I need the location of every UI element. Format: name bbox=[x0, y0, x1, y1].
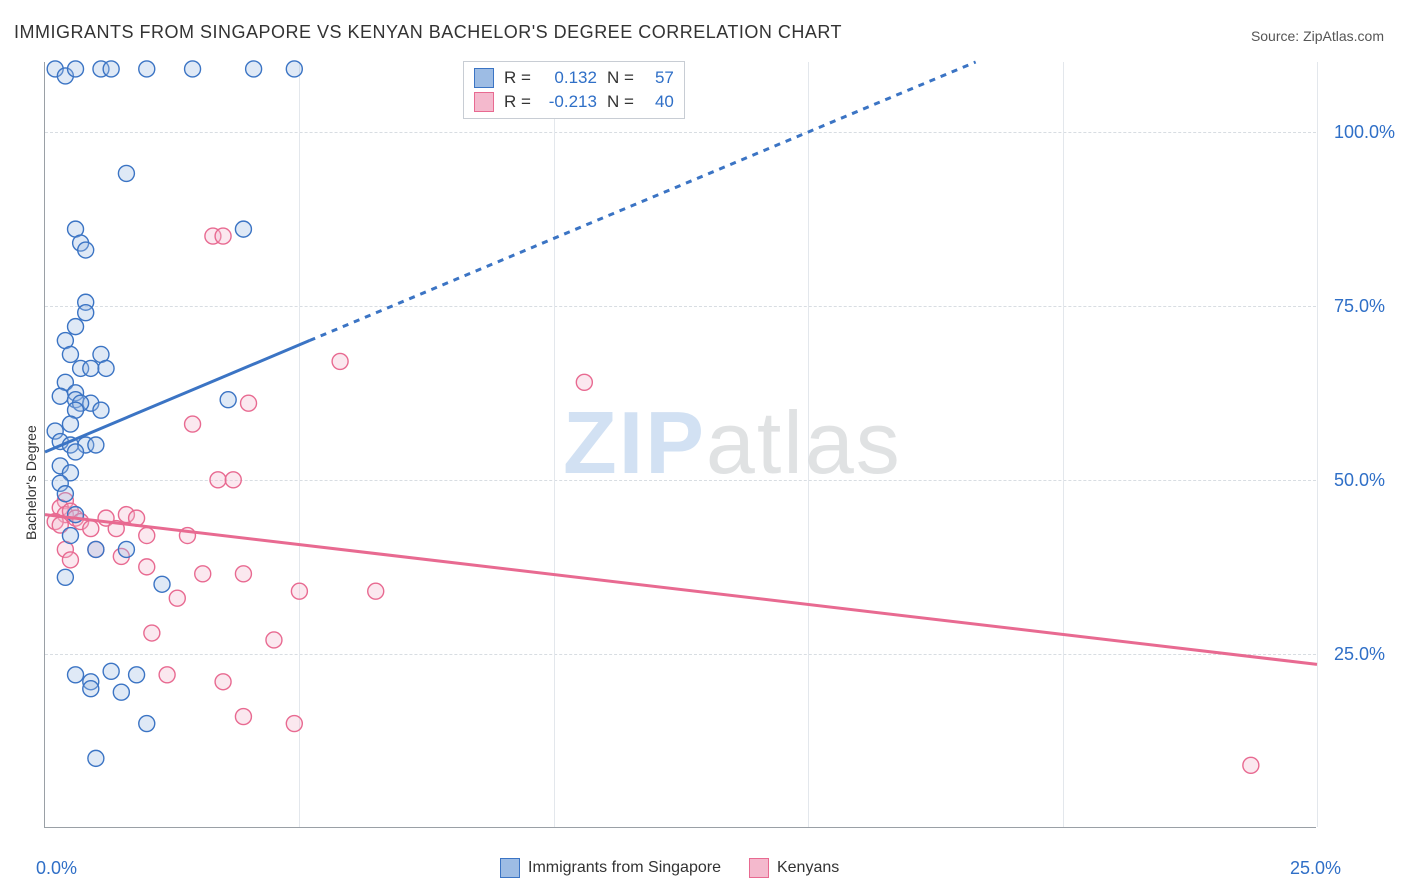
point-blue bbox=[235, 221, 251, 237]
point-blue bbox=[62, 346, 78, 362]
legend-n-label: N = bbox=[607, 66, 634, 90]
point-blue bbox=[57, 486, 73, 502]
y-axis-title: Bachelor's Degree bbox=[23, 425, 39, 540]
trendline-pink bbox=[45, 515, 1317, 665]
point-blue bbox=[103, 663, 119, 679]
x-tick-label: 25.0% bbox=[1290, 858, 1341, 879]
gridline-v bbox=[1317, 62, 1318, 827]
legend-label-pink: Kenyans bbox=[777, 859, 839, 877]
y-tick-label: 75.0% bbox=[1334, 296, 1385, 317]
point-blue bbox=[88, 437, 104, 453]
point-blue bbox=[83, 360, 99, 376]
point-pink bbox=[144, 625, 160, 641]
legend-label-blue: Immigrants from Singapore bbox=[528, 859, 721, 877]
point-pink bbox=[235, 566, 251, 582]
source-link[interactable]: ZipAtlas.com bbox=[1303, 28, 1384, 44]
point-blue bbox=[62, 528, 78, 544]
point-pink bbox=[332, 353, 348, 369]
point-blue bbox=[88, 541, 104, 557]
legend-item-pink: Kenyans bbox=[749, 858, 839, 878]
point-blue bbox=[220, 392, 236, 408]
chart-svg bbox=[45, 62, 1316, 827]
swatch-blue bbox=[474, 68, 494, 88]
legend-row-blue: R = 0.132 N = 57 bbox=[474, 66, 674, 90]
point-blue bbox=[246, 61, 262, 77]
point-blue bbox=[286, 61, 302, 77]
point-blue bbox=[139, 716, 155, 732]
point-blue bbox=[78, 305, 94, 321]
point-pink bbox=[169, 590, 185, 606]
point-pink bbox=[225, 472, 241, 488]
point-blue bbox=[154, 576, 170, 592]
point-pink bbox=[215, 674, 231, 690]
y-tick-label: 50.0% bbox=[1334, 470, 1385, 491]
legend-r-value-blue: 0.132 bbox=[541, 66, 597, 90]
legend-r-label: R = bbox=[504, 66, 531, 90]
swatch-pink bbox=[749, 858, 769, 878]
point-blue bbox=[78, 242, 94, 258]
swatch-pink bbox=[474, 92, 494, 112]
point-blue bbox=[68, 319, 84, 335]
point-pink bbox=[266, 632, 282, 648]
legend-n-label: N = bbox=[607, 90, 634, 114]
legend-r-value-pink: -0.213 bbox=[541, 90, 597, 114]
point-blue bbox=[118, 165, 134, 181]
point-pink bbox=[159, 667, 175, 683]
point-blue bbox=[93, 402, 109, 418]
legend-row-pink: R = -0.213 N = 40 bbox=[474, 90, 674, 114]
point-blue bbox=[139, 61, 155, 77]
point-blue bbox=[113, 684, 129, 700]
point-blue bbox=[118, 541, 134, 557]
point-blue bbox=[88, 750, 104, 766]
legend-n-value-pink: 40 bbox=[644, 90, 674, 114]
legend-item-blue: Immigrants from Singapore bbox=[500, 858, 721, 878]
source-attribution: Source: ZipAtlas.com bbox=[1251, 28, 1384, 44]
point-pink bbox=[62, 552, 78, 568]
point-pink bbox=[368, 583, 384, 599]
point-blue bbox=[185, 61, 201, 77]
point-blue bbox=[103, 61, 119, 77]
legend-series: Immigrants from Singapore Kenyans bbox=[500, 858, 839, 878]
chart-plot-area: ZIPatlas R = 0.132 N = 57 R = -0.213 N =… bbox=[44, 62, 1316, 828]
point-blue bbox=[62, 416, 78, 432]
y-tick-label: 25.0% bbox=[1334, 644, 1385, 665]
point-blue bbox=[57, 569, 73, 585]
point-blue bbox=[52, 388, 68, 404]
point-pink bbox=[83, 521, 99, 537]
point-pink bbox=[576, 374, 592, 390]
point-pink bbox=[195, 566, 211, 582]
chart-title: IMMIGRANTS FROM SINGAPORE VS KENYAN BACH… bbox=[14, 22, 842, 43]
point-pink bbox=[139, 528, 155, 544]
point-pink bbox=[291, 583, 307, 599]
legend-n-value-blue: 57 bbox=[644, 66, 674, 90]
y-tick-label: 100.0% bbox=[1334, 122, 1395, 143]
point-pink bbox=[286, 716, 302, 732]
source-label: Source: bbox=[1251, 28, 1303, 44]
point-pink bbox=[235, 709, 251, 725]
point-pink bbox=[1243, 757, 1259, 773]
point-pink bbox=[185, 416, 201, 432]
point-blue bbox=[68, 444, 84, 460]
swatch-blue bbox=[500, 858, 520, 878]
point-pink bbox=[210, 472, 226, 488]
point-pink bbox=[241, 395, 257, 411]
legend-correlation: R = 0.132 N = 57 R = -0.213 N = 40 bbox=[463, 61, 685, 119]
point-blue bbox=[68, 61, 84, 77]
point-pink bbox=[139, 559, 155, 575]
legend-r-label: R = bbox=[504, 90, 531, 114]
point-blue bbox=[68, 667, 84, 683]
x-tick-label: 0.0% bbox=[36, 858, 77, 879]
point-blue bbox=[83, 681, 99, 697]
point-pink bbox=[215, 228, 231, 244]
point-blue bbox=[98, 360, 114, 376]
point-blue bbox=[129, 667, 145, 683]
